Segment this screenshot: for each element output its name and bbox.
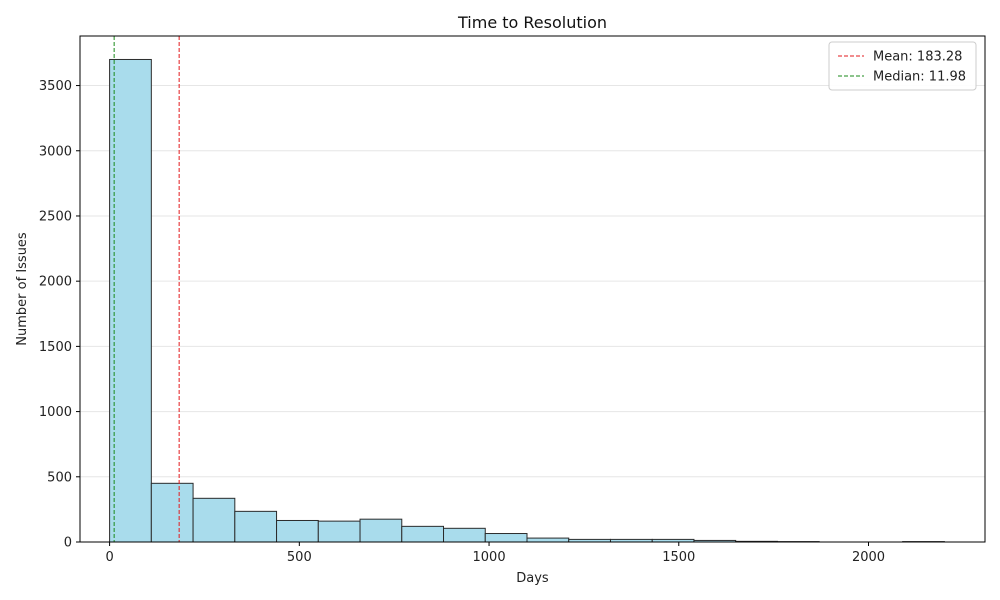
chart-title: Time to Resolution <box>457 13 607 32</box>
x-tick-label: 500 <box>287 550 312 565</box>
y-tick-label: 2500 <box>39 209 72 224</box>
y-tick-label: 2000 <box>39 275 72 290</box>
histogram-bar <box>109 58 152 543</box>
legend-box <box>828 41 977 91</box>
y-tick-label: 1000 <box>39 405 72 420</box>
x-axis-ticks: 0 500 1000 1500 2000 <box>105 542 885 565</box>
histogram-bar <box>276 519 319 543</box>
reference-lines <box>113 36 180 542</box>
x-tick-label: 1000 <box>473 550 506 565</box>
histogram-bar <box>150 482 194 543</box>
legend-mean-label: Mean: 183.28 <box>873 50 962 65</box>
histogram-bar <box>443 527 486 543</box>
y-tick-label: 500 <box>47 470 72 485</box>
plot-frame <box>79 35 986 543</box>
x-tick-label: 1500 <box>662 550 695 565</box>
histogram-bars <box>109 58 945 543</box>
histogram-bar <box>359 518 403 543</box>
y-tick-label: 3000 <box>39 144 72 159</box>
histogram-bar <box>234 510 278 543</box>
histogram-bar <box>526 537 570 543</box>
y-tick-label: 0 <box>64 536 72 551</box>
histogram-bar <box>317 520 361 543</box>
y-tick-label: 3500 <box>39 79 72 94</box>
x-tick-label: 2000 <box>852 550 885 565</box>
histogram-bar <box>484 533 528 543</box>
legend-median-label: Median: 11.98 <box>873 70 966 85</box>
histogram-bar <box>192 497 236 543</box>
grid-lines <box>80 85 985 543</box>
y-axis-ticks: 0 500 1000 1500 2000 2500 3000 3500 <box>39 79 80 551</box>
y-axis-label: Number of Issues <box>15 232 30 346</box>
histogram-bar <box>401 525 445 543</box>
legend: Mean: 183.28 Median: 11.98 <box>828 41 977 91</box>
x-tick-label: 0 <box>105 550 113 565</box>
y-tick-label: 1500 <box>39 340 72 355</box>
x-axis-label: Days <box>516 571 549 586</box>
